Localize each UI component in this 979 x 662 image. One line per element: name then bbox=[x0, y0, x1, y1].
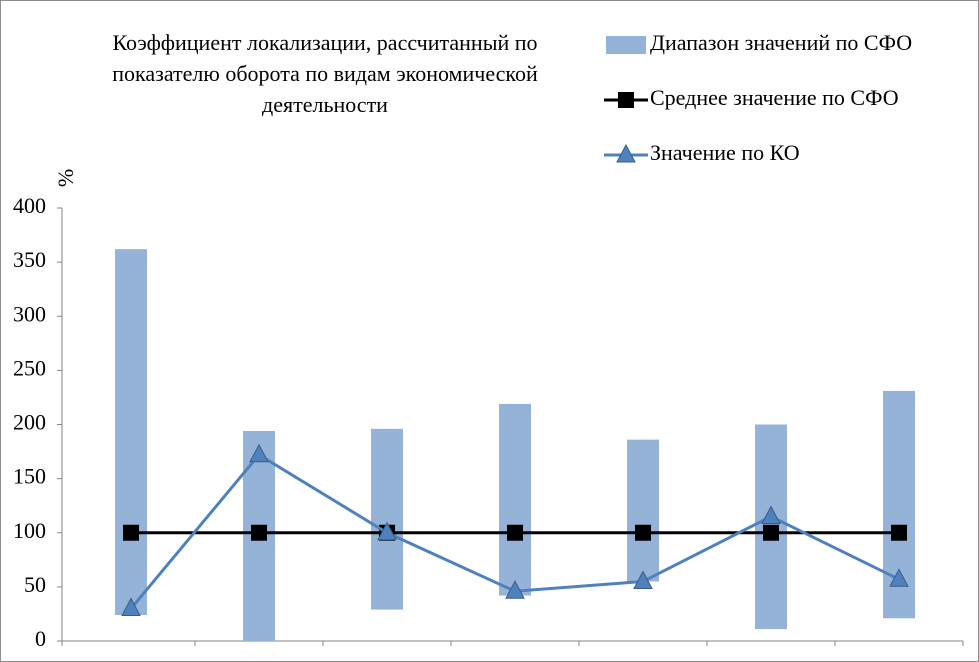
legend-label: Диапазон значений по СФО bbox=[650, 30, 912, 55]
y-tick-label: 0 bbox=[35, 626, 46, 651]
y-tick-label: 300 bbox=[13, 301, 46, 326]
legend-marker bbox=[618, 92, 634, 108]
marker-square bbox=[251, 524, 267, 541]
y-tick-label: 200 bbox=[13, 410, 46, 435]
marker-triangle bbox=[889, 568, 909, 587]
marker-triangle bbox=[249, 443, 269, 463]
range-bar bbox=[627, 439, 659, 582]
range-bar bbox=[499, 403, 531, 596]
marker-triangle bbox=[121, 597, 141, 617]
y-tick-label: 150 bbox=[13, 464, 46, 489]
range-bar bbox=[115, 249, 147, 616]
chart-title: Коэффициент локализации, рассчитанный по bbox=[112, 30, 537, 55]
y-tick-label: 350 bbox=[13, 247, 46, 272]
chart-title: показателю оборота по видам экономическо… bbox=[112, 61, 538, 86]
y-tick-label: 100 bbox=[13, 518, 46, 543]
marker-square bbox=[123, 524, 139, 541]
chart-title: деятельности bbox=[262, 92, 388, 117]
marker-triangle bbox=[505, 580, 525, 599]
legend-label: Значение по КО bbox=[650, 140, 800, 165]
marker-square bbox=[891, 524, 907, 541]
marker-square bbox=[635, 524, 651, 541]
marker-square bbox=[507, 524, 523, 541]
legend-swatch bbox=[606, 36, 646, 54]
legend-marker bbox=[616, 143, 636, 163]
legend-label: Среднее значение по СФО bbox=[650, 85, 899, 110]
marker-triangle bbox=[633, 570, 653, 589]
y-tick-label: 50 bbox=[24, 572, 46, 597]
y-tick-label: 400 bbox=[13, 193, 46, 218]
marker-triangle bbox=[377, 521, 397, 541]
marker-square bbox=[763, 524, 779, 541]
marker-triangle bbox=[761, 505, 781, 525]
y-axis-label: % bbox=[53, 169, 78, 187]
y-tick-label: 250 bbox=[13, 355, 46, 380]
range-bar bbox=[371, 428, 403, 610]
